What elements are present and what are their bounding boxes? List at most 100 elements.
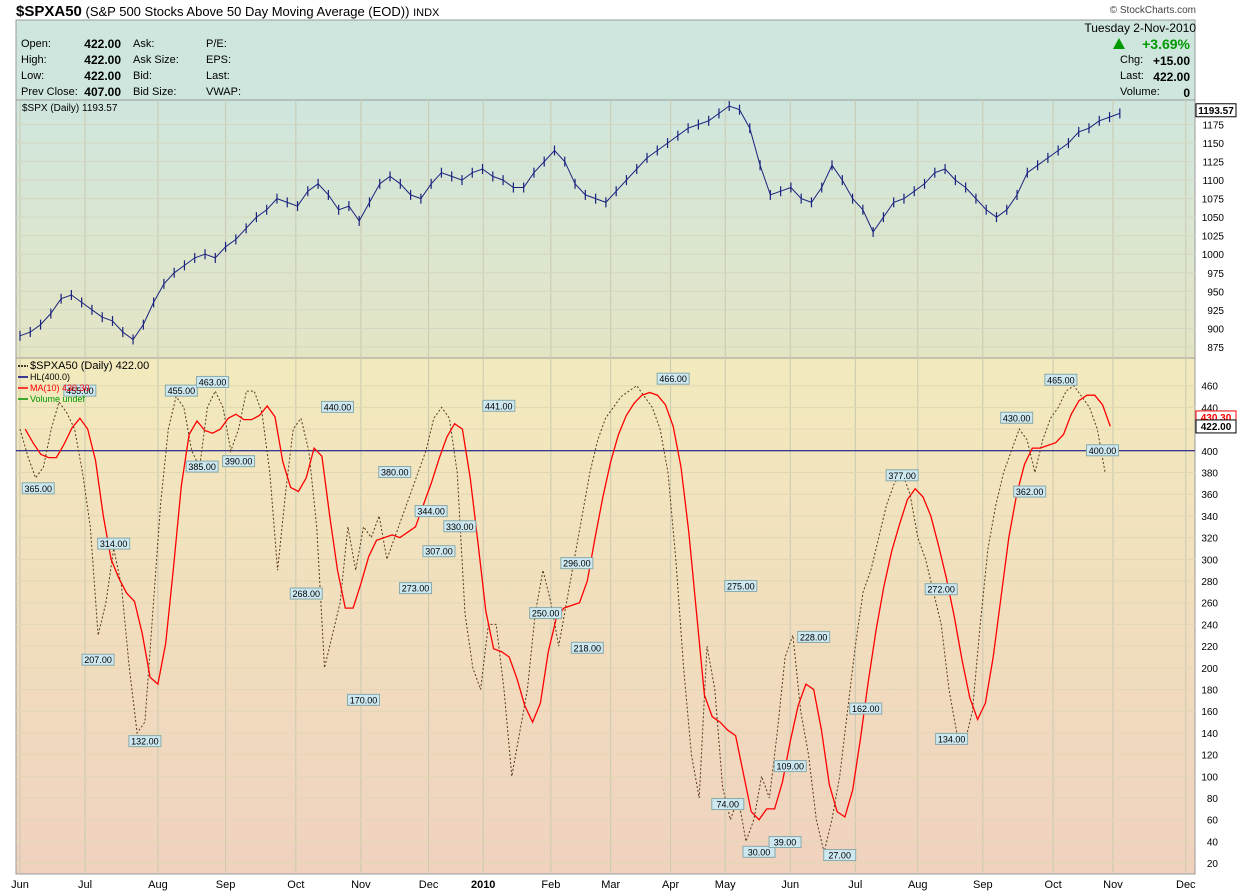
y-tick-label-top: 1075 xyxy=(1202,195,1225,206)
copyright[interactable]: © StockCharts.com xyxy=(1109,5,1196,16)
value-label-box xyxy=(222,455,256,468)
value-label: 441.00 xyxy=(482,399,516,412)
value-label-text: 330.00 xyxy=(446,522,474,532)
stat-asksize-label: Ask Size: xyxy=(133,54,179,66)
y-tick-label-bottom: 160 xyxy=(1201,707,1218,718)
y-tick-label-bottom: 340 xyxy=(1201,512,1218,523)
value-label-box xyxy=(422,545,456,558)
x-tick-label: Apr xyxy=(662,879,679,891)
value-label-text: 134.00 xyxy=(938,734,966,744)
price-panel xyxy=(15,99,1196,359)
value-label: 134.00 xyxy=(935,732,969,745)
value-label-text: 228.00 xyxy=(800,632,828,642)
value-label-text: 455.00 xyxy=(66,386,94,396)
stat-last-label: Last: xyxy=(1120,70,1144,82)
spx-line xyxy=(19,105,1120,341)
x-tick-label: Nov xyxy=(351,879,371,891)
y-tick-label-top: 1050 xyxy=(1202,213,1225,224)
x-tick-label: Dec xyxy=(419,879,439,891)
spxa-last-tag: 422.00 xyxy=(1195,419,1237,434)
value-label: 380.00 xyxy=(378,466,412,479)
y-tick-label-bottom: 380 xyxy=(1201,469,1218,480)
y-tick-label-bottom: 460 xyxy=(1201,382,1218,393)
value-label: 27.00 xyxy=(823,849,857,862)
legend-entry: Volume undef xyxy=(30,394,86,404)
value-label-box xyxy=(97,537,131,550)
value-label-text: 430.00 xyxy=(1003,413,1031,423)
x-tick-label: Dec xyxy=(1176,879,1196,891)
value-label-box xyxy=(289,587,323,600)
value-label: 463.00 xyxy=(196,375,230,388)
value-label-box xyxy=(399,582,433,595)
stat-open-value: 422.00 xyxy=(84,37,121,51)
value-label-box xyxy=(21,482,55,495)
value-label-text: 377.00 xyxy=(888,471,916,481)
value-label: 39.00 xyxy=(768,836,802,849)
value-label: 466.00 xyxy=(656,372,690,385)
value-label-box xyxy=(320,400,354,413)
value-label-text: 365.00 xyxy=(24,484,52,494)
y-tick-label-top: 900 xyxy=(1207,324,1224,335)
value-label: 170.00 xyxy=(346,693,380,706)
x-tick-label: Jul xyxy=(78,879,92,891)
date-label: Tuesday 2-Nov-2010 xyxy=(1084,21,1196,35)
value-label-text: 466.00 xyxy=(659,374,687,384)
value-label: 268.00 xyxy=(289,587,323,600)
value-label: 465.00 xyxy=(1044,373,1078,386)
value-label: 400.00 xyxy=(1086,444,1120,457)
value-label: 132.00 xyxy=(128,735,162,748)
stat-last-label: Last: xyxy=(206,70,230,82)
value-label-box xyxy=(128,735,162,748)
stat-high-value: 422.00 xyxy=(84,53,121,67)
y-tick-label-top: 1150 xyxy=(1202,139,1224,150)
value-label-box xyxy=(656,372,690,385)
value-label: 455.00 xyxy=(63,384,97,397)
spx-legend: $SPX (Daily) 1193.57 xyxy=(22,103,118,114)
value-label-text: 207.00 xyxy=(84,655,112,665)
value-label-text: 385.00 xyxy=(188,462,216,472)
x-tick-label: 2010 xyxy=(471,879,495,891)
value-label: 228.00 xyxy=(797,630,831,643)
value-label-box xyxy=(378,466,412,479)
value-label: 250.00 xyxy=(529,607,563,620)
stat-volume: Volume: 0 xyxy=(1120,86,1190,100)
stat-last-value: 422.00 xyxy=(1153,70,1190,84)
y-tick-label-bottom: 360 xyxy=(1201,490,1218,501)
value-label-box xyxy=(414,505,448,518)
y-tick-label-top: 1125 xyxy=(1202,158,1224,169)
value-label-box xyxy=(711,798,745,811)
ma-last-tag-text: 430.30 xyxy=(1201,413,1232,424)
x-tick-label: Aug xyxy=(148,879,168,891)
value-label-text: 30.00 xyxy=(748,847,771,857)
stat-volume-value: 0 xyxy=(1183,86,1190,100)
value-label: 218.00 xyxy=(570,641,604,654)
value-label-text: 390.00 xyxy=(225,457,253,467)
stat-vwap-label: VWAP: xyxy=(206,86,242,98)
y-tick-label-bottom: 120 xyxy=(1201,751,1218,762)
spxa-last-tag-text: 422.00 xyxy=(1201,422,1232,433)
value-label-box xyxy=(482,399,516,412)
value-label-text: 272.00 xyxy=(927,585,955,595)
value-label-box xyxy=(773,760,807,773)
stat-prevclose-label: Prev Close: xyxy=(21,86,78,98)
stat-low-label: Low: xyxy=(21,70,45,82)
y-tick-label-bottom: 440 xyxy=(1201,403,1218,414)
y-tick-label-bottom: 60 xyxy=(1207,816,1219,827)
value-label-box xyxy=(63,384,97,397)
x-tick-label: Oct xyxy=(287,879,304,891)
value-label-text: 463.00 xyxy=(199,377,227,387)
chart-title: $SPXA50 (S&P 500 Stocks Above 50 Day Mov… xyxy=(16,3,439,20)
value-label-box xyxy=(742,845,776,858)
value-label: 344.00 xyxy=(414,505,448,518)
value-label: 272.00 xyxy=(924,583,958,596)
x-tick-label: Mar xyxy=(601,879,620,891)
value-label-text: 275.00 xyxy=(727,581,755,591)
up-arrow-icon xyxy=(1113,38,1125,49)
value-label-text: 218.00 xyxy=(574,643,602,653)
spx-last-tag-box xyxy=(1195,103,1237,118)
value-label-box xyxy=(529,607,563,620)
stat-bid-label: Bid: xyxy=(133,70,152,82)
value-label-box xyxy=(164,384,198,397)
value-label-text: 132.00 xyxy=(131,737,159,747)
stat-last: Last: 422.00 xyxy=(1120,70,1190,84)
